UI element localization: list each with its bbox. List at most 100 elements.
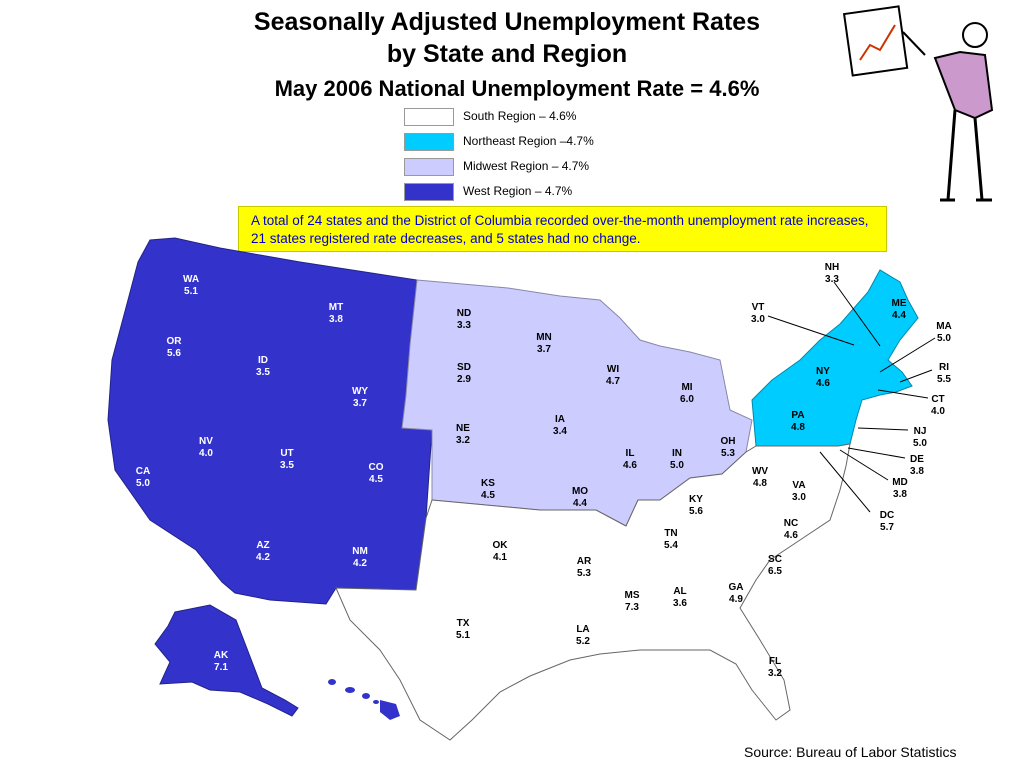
- state-rate-dc: 5.7: [880, 522, 894, 533]
- state-abbr-tn: TN: [664, 528, 677, 539]
- state-rate-ks: 4.5: [481, 490, 495, 501]
- state-abbr-me: ME: [892, 298, 907, 309]
- state-rate-id: 3.5: [256, 367, 270, 378]
- state-rate-az: 4.2: [256, 552, 270, 563]
- state-labels: WA5.1OR5.6CA5.0NV4.0ID3.5MT3.8WY3.7UT3.5…: [136, 262, 952, 746]
- northeast-region-shape: [751, 269, 919, 447]
- state-abbr-mo: MO: [572, 486, 588, 497]
- state-abbr-mn: MN: [536, 332, 552, 343]
- state-rate-ar: 5.3: [577, 568, 591, 579]
- state-abbr-wa: WA: [183, 274, 199, 285]
- state-rate-wa: 5.1: [184, 286, 198, 297]
- state-rate-va: 3.0: [792, 492, 806, 503]
- state-abbr-nj: NJ: [914, 426, 927, 437]
- west-region-shape: [107, 237, 433, 605]
- state-abbr-sc: SC: [768, 554, 782, 565]
- state-rate-md: 3.8: [893, 489, 907, 500]
- state-rate-ri: 5.5: [937, 374, 951, 385]
- legend-label-northeast: Northeast Region –4.7%: [463, 134, 594, 148]
- state-rate-me: 4.4: [892, 310, 906, 321]
- state-abbr-ca: CA: [136, 466, 150, 477]
- state-rate-ms: 7.3: [625, 602, 639, 613]
- legend-swatch-northeast: [404, 133, 454, 151]
- state-abbr-nv: NV: [199, 436, 213, 447]
- state-abbr-hi: HI: [393, 723, 403, 734]
- state-abbr-id: ID: [258, 355, 268, 366]
- state-rate-ma: 5.0: [937, 333, 951, 344]
- state-rate-il: 4.6: [623, 460, 637, 471]
- state-rate-ut: 3.5: [280, 460, 294, 471]
- state-abbr-ri: RI: [939, 362, 949, 373]
- south-region-shape: [335, 443, 851, 741]
- state-rate-or: 5.6: [167, 348, 181, 359]
- state-abbr-ct: CT: [931, 394, 944, 405]
- state-abbr-ga: GA: [729, 582, 744, 593]
- legend-label-midwest: Midwest Region – 4.7%: [463, 159, 590, 173]
- state-rate-ct: 4.0: [931, 406, 945, 417]
- state-rate-nv: 4.0: [199, 448, 213, 459]
- state-rate-pa: 4.8: [791, 422, 805, 433]
- state-abbr-va: VA: [792, 480, 805, 491]
- state-rate-hi: 3.0: [391, 735, 405, 746]
- state-abbr-ak: AK: [214, 650, 229, 661]
- state-rate-mo: 4.4: [573, 498, 587, 509]
- state-rate-ca: 5.0: [136, 478, 150, 489]
- state-rate-sd: 2.9: [457, 374, 471, 385]
- state-rate-vt: 3.0: [751, 314, 765, 325]
- state-rate-in: 5.0: [670, 460, 684, 471]
- state-rate-wi: 4.7: [606, 376, 620, 387]
- state-rate-nd: 3.3: [457, 320, 471, 331]
- state-rate-sc: 6.5: [768, 566, 782, 577]
- state-abbr-ne: NE: [456, 423, 470, 434]
- state-abbr-sd: SD: [457, 362, 471, 373]
- legend-label-south: South Region – 4.6%: [463, 109, 577, 123]
- alaska-shape: [154, 604, 299, 717]
- state-abbr-in: IN: [672, 448, 682, 459]
- state-abbr-mt: MT: [329, 302, 343, 313]
- map-title-line1: Seasonally Adjusted Unemployment Rates: [253, 8, 761, 36]
- state-abbr-nc: NC: [784, 518, 798, 529]
- state-abbr-vt: VT: [752, 302, 765, 313]
- legend-label-west: West Region – 4.7%: [463, 184, 573, 198]
- state-rate-de: 3.8: [910, 466, 924, 477]
- state-rate-ny: 4.6: [816, 378, 830, 389]
- state-abbr-ma: MA: [936, 321, 952, 332]
- state-abbr-ia: IA: [555, 414, 565, 425]
- map-title-line2: by State and Region: [386, 40, 628, 68]
- state-abbr-wy: WY: [352, 386, 368, 397]
- state-abbr-nh: NH: [825, 262, 839, 273]
- state-rate-oh: 5.3: [721, 448, 735, 459]
- state-abbr-tx: TX: [457, 618, 470, 629]
- state-rate-wy: 3.7: [353, 398, 367, 409]
- state-abbr-ut: UT: [280, 448, 293, 459]
- leader-lines: [767, 281, 936, 513]
- state-rate-fl: 3.2: [768, 668, 782, 679]
- state-rate-wv: 4.8: [753, 478, 767, 489]
- state-abbr-fl: FL: [769, 656, 781, 667]
- state-rate-tn: 5.4: [664, 540, 678, 551]
- state-abbr-ky: KY: [689, 494, 703, 505]
- state-rate-al: 3.6: [673, 598, 687, 609]
- hawaii-islands: [328, 679, 400, 720]
- state-rate-co: 4.5: [369, 474, 383, 485]
- state-abbr-al: AL: [673, 586, 686, 597]
- state-abbr-wv: WV: [752, 466, 768, 477]
- state-rate-nc: 4.6: [784, 530, 798, 541]
- state-abbr-oh: OH: [721, 436, 736, 447]
- state-abbr-dc: DC: [880, 510, 894, 521]
- state-rate-ak: 7.1: [214, 662, 228, 673]
- legend-swatch-west: [404, 183, 454, 201]
- state-abbr-nd: ND: [457, 308, 471, 319]
- state-rate-nj: 5.0: [913, 438, 927, 449]
- summary-note: A total of 24 states and the District of…: [238, 206, 887, 252]
- state-rate-mn: 3.7: [537, 344, 551, 355]
- map-subtitle: May 2006 National Unemployment Rate = 4.…: [274, 76, 760, 101]
- state-abbr-nm: NM: [352, 546, 368, 557]
- state-rate-mt: 3.8: [329, 314, 343, 325]
- state-rate-tx: 5.1: [456, 630, 470, 641]
- state-abbr-ok: OK: [493, 540, 509, 551]
- state-abbr-la: LA: [576, 624, 589, 635]
- state-abbr-md: MD: [892, 477, 908, 488]
- state-rate-ia: 3.4: [553, 426, 567, 437]
